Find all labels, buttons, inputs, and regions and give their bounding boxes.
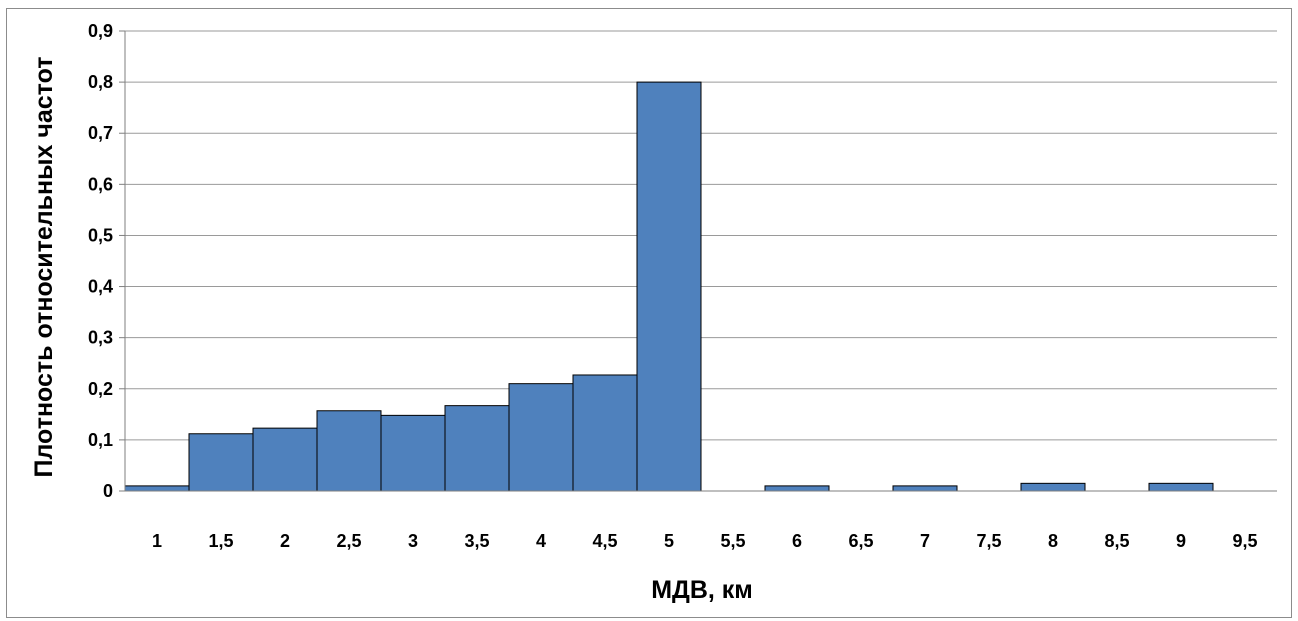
y-tick-label: 0,9 (88, 21, 113, 41)
x-tick-label: 9,5 (1232, 531, 1257, 551)
x-tick-label: 9 (1176, 531, 1186, 551)
x-tick-label: 8,5 (1104, 531, 1129, 551)
bar (252, 427, 318, 492)
x-tick-label: 1,5 (208, 531, 233, 551)
bar (508, 383, 574, 492)
bar (892, 485, 958, 492)
y-tick-label: 0,1 (88, 430, 113, 450)
x-tick-label: 8 (1048, 531, 1058, 551)
x-tick-label: 2 (280, 531, 290, 551)
x-tick-label: 4 (536, 531, 546, 551)
x-tick-label: 7 (920, 531, 930, 551)
x-tick-label: 6 (792, 531, 802, 551)
bar (1148, 482, 1214, 492)
y-tick-label: 0,7 (88, 123, 113, 143)
x-tick-label: 6,5 (848, 531, 873, 551)
x-tick-label: 5 (664, 531, 674, 551)
x-tick-label: 3 (408, 531, 418, 551)
x-axis-title: МДВ, км (651, 576, 753, 604)
bar (188, 433, 254, 492)
y-tick-label: 0,8 (88, 72, 113, 92)
bar (124, 485, 190, 492)
y-tick-label: 0,3 (88, 328, 113, 348)
y-tick-labels: 0 0,1 0,2 0,3 0,4 0,5 0,6 0,7 0,8 0,9 (88, 21, 113, 501)
x-tick-label: 7,5 (976, 531, 1001, 551)
bar (444, 405, 510, 492)
x-tick-labels: 1 1,5 2 2,5 3 3,5 4 4,5 5 5,5 6 6,5 7 7,5 8 8,5 9 9,5 (152, 531, 1258, 551)
x-tick-label: 5,5 (720, 531, 745, 551)
bar (764, 485, 830, 492)
y-tick-label: 0 (103, 481, 113, 501)
y-tick-label: 0,5 (88, 225, 113, 245)
bar (636, 81, 702, 492)
bar (1020, 482, 1086, 492)
x-tick-label: 1 (152, 531, 162, 551)
x-tick-label: 2,5 (336, 531, 361, 551)
axes (119, 30, 1277, 492)
bar (380, 414, 446, 492)
x-tick-label: 4,5 (592, 531, 617, 551)
y-tick-label: 0,2 (88, 379, 113, 399)
bar (572, 374, 638, 492)
y-axis-title: Плотность относительных частот (30, 57, 58, 478)
bars (124, 81, 1214, 492)
x-tick-label: 3,5 (464, 531, 489, 551)
bar (316, 410, 382, 492)
y-tick-label: 0,6 (88, 174, 113, 194)
y-tick-label: 0,4 (88, 277, 113, 297)
